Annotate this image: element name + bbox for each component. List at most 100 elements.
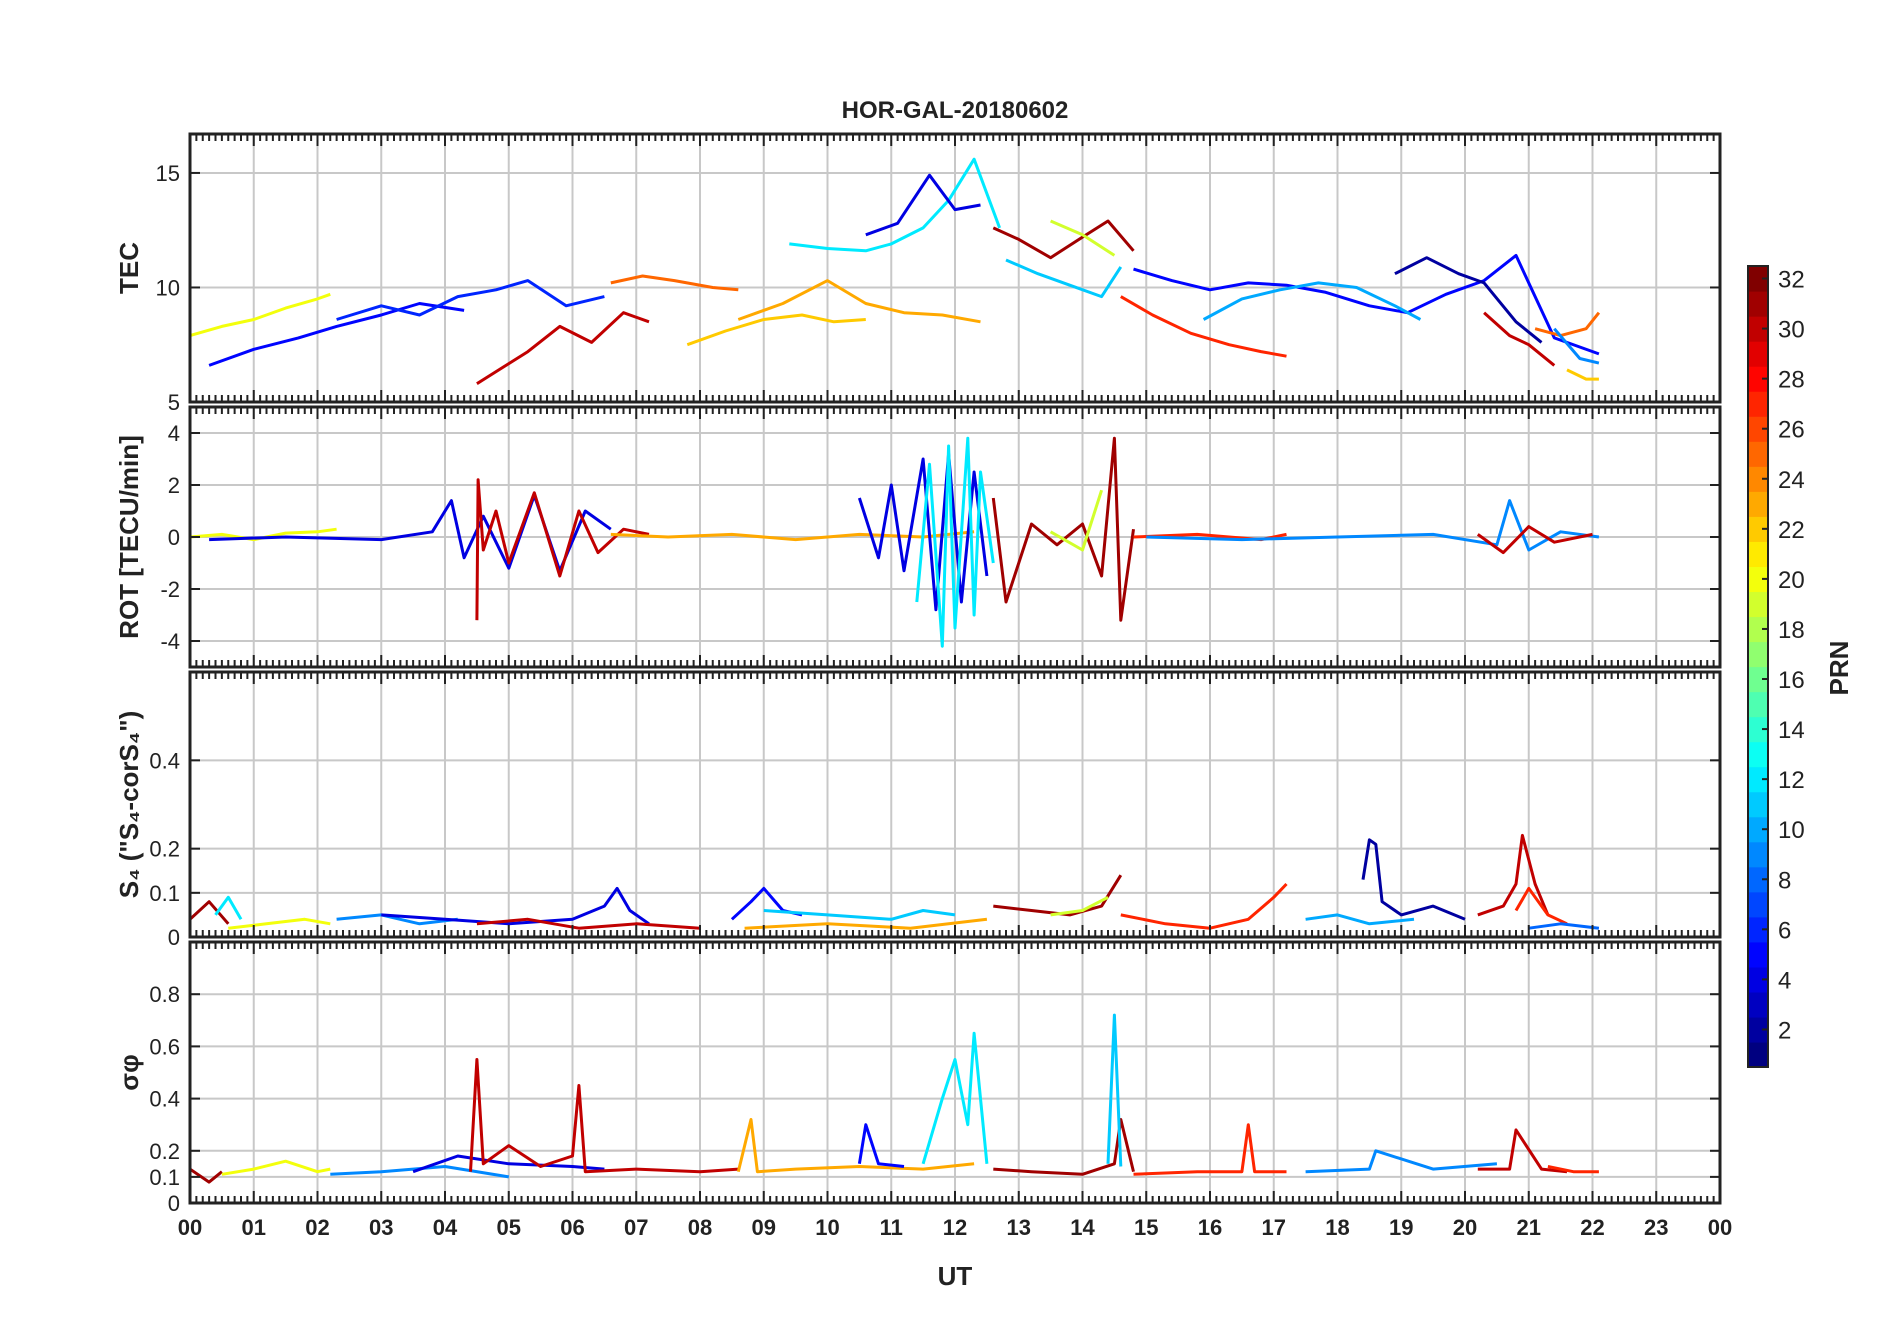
series-line-prn-31 [991,436,1135,622]
colorbar-segment [1748,516,1768,542]
series-line-prn-9 [1146,499,1600,552]
x-tick-label: 10 [815,1215,839,1240]
colorbar-segment [1748,441,1768,467]
colorbar-tick-label: 2 [1778,1017,1791,1044]
series-line-prn-4 [412,1154,605,1174]
series-line-prn-22 [686,313,866,347]
colorbar-segment [1748,816,1768,843]
panel-4: 00.10.2 0.4 0.6 0.8 σφ [114,940,1722,1216]
colorbar-segment [1748,416,1768,442]
colorbar-segment [1748,891,1768,918]
series-line-prn-10 [1202,281,1422,321]
series-line-prn-25 [610,274,739,292]
colorbar-segment [1748,591,1768,618]
colorbar-tick-label: 8 [1778,867,1791,894]
colorbar-segment [1748,991,1768,1018]
series-line-prn-9 [330,1165,510,1179]
colorbar-segment [1748,466,1768,492]
panel-2: -4 -2 0 2 4 ROT [TECU/min] [114,405,1722,669]
colorbar-segment [1748,641,1768,668]
colorbar-segment [1748,266,1768,292]
colorbar-segment [1748,691,1768,718]
series-line-prn-25 [1534,311,1601,338]
y-axis-label: σφ [114,1054,144,1090]
colorbar-segment [1748,766,1768,793]
x-tick-label: 04 [433,1215,458,1240]
series-line-prn-6 [336,279,605,321]
series-line-prn-31 [190,1167,223,1184]
colorbar-segment [1748,916,1768,943]
series-group [190,833,1600,930]
series-line-prn-4 [865,173,981,237]
series-line-prn-31 [992,219,1135,260]
series-line-prn-23 [736,1118,975,1174]
x-tick-label: 22 [1580,1215,1604,1240]
colorbar-tick-label: 10 [1778,817,1805,844]
series-line-prn-4 [857,452,989,612]
series-line-prn-20 [190,292,331,338]
colorbar-tick-label: 32 [1778,267,1805,294]
x-axis-label: UT [938,1261,973,1291]
x-tick-label: 19 [1389,1215,1413,1240]
series-line-prn-9 [1305,1149,1498,1174]
colorbar-segment [1748,491,1768,517]
y-tick-label: 0.4 [149,748,180,773]
x-tick-label: 15 [1134,1215,1158,1240]
y-tick-label: 4 [168,421,180,446]
panel-frame [188,670,1722,939]
panel-frame [188,132,1722,404]
panel-3: 0 0.1 0.2 0.4S₄ ("S₄-corS₄") [114,670,1722,950]
colorbar-tick-label: 28 [1778,367,1805,394]
x-tick-label: 12 [943,1215,967,1240]
y-tick-label: -4 [160,629,180,654]
x-tick-label: 07 [624,1215,648,1240]
series-line-prn-23 [737,279,981,324]
series-line-prn-30 [476,917,701,930]
x-tick-label: 02 [305,1215,329,1240]
colorbar-tick-label: 18 [1778,617,1805,644]
colorbar-segment [1748,616,1768,643]
x-tick-label: 01 [242,1215,266,1240]
colorbar-segment [1748,366,1768,392]
x-tick-label: 13 [1007,1215,1031,1240]
series-line-prn-11 [1106,1013,1123,1167]
series-line-prn-19 [1050,219,1116,257]
colorbar-label: PRN [1824,641,1854,696]
colorbar-segment [1748,741,1768,768]
series-line-prn-5 [208,302,465,367]
series-line-prn-4 [381,886,650,926]
series-line-prn-27 [1120,295,1287,358]
y-axis-label: S₄ ("S₄-corS₄") [114,711,144,899]
y-tick-label: 0.6 [149,1034,180,1059]
series-line-prn-30 [475,478,650,621]
colorbar-segment [1748,1016,1768,1043]
series-line-prn-20 [228,917,331,930]
y-tick-label: 0 [168,925,180,950]
series-line-prn-31 [993,874,1123,917]
series-line-prn-11 [763,909,956,921]
y-axis-label: ROT [TECU/min] [114,435,144,639]
chart-title: HOR-GAL-20180602 [842,97,1069,124]
series-line-prn-4 [209,493,612,573]
series-line-prn-23 [744,917,988,930]
series-line-prn-5 [857,1123,905,1168]
x-tick-label: 18 [1325,1215,1349,1240]
panel-frame [188,940,1722,1205]
colorbar-segment [1748,841,1768,868]
series-line-prn-31 [993,1118,1135,1176]
series-line-prn-9 [336,913,458,926]
x-tick-label: 16 [1198,1215,1222,1240]
series-line-prn-5 [1133,253,1600,356]
colorbar-segment [1748,391,1768,417]
y-tick-label: 0.2 [149,1139,180,1164]
y-tick-label: 0.4 [149,1087,180,1112]
x-tick-label: 05 [497,1215,521,1240]
series-line-prn-12 [789,157,1002,253]
x-tick-label: 06 [560,1215,584,1240]
y-tick-label: 5 [168,390,180,415]
colorbar-tick-label: 26 [1778,417,1805,444]
series-line-prn-27 [1547,1165,1599,1174]
colorbar-tick-label: 14 [1778,717,1805,744]
